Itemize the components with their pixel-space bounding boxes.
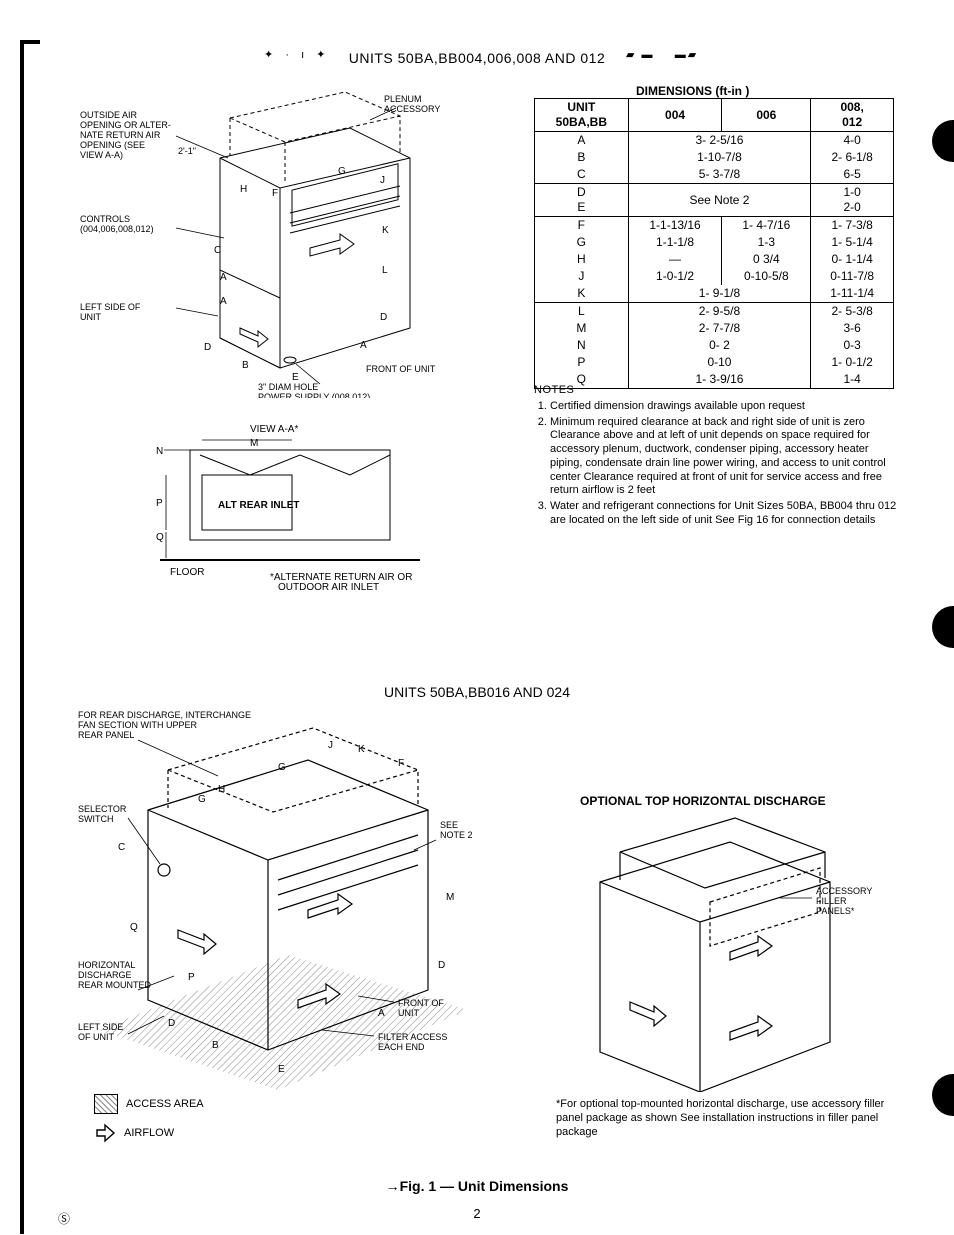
svg-text:G: G [338,166,346,177]
row-L: L [535,303,629,321]
col-008: 008,012 [811,99,894,132]
svg-text:L: L [382,265,388,276]
svg-text:PLENUM ACCESSORY: PLENUM ACCESSORY [384,94,440,114]
row-M: M [535,320,629,337]
svg-text:A: A [220,272,227,283]
svg-text:C: C [214,245,221,256]
svg-text:CONTROLS (004,006,008,: CONTROLS (004,006,008,012) [80,214,154,234]
notes-block: NOTES Certified dimension drawings avail… [534,384,904,530]
optional-discharge-footnote: *For optional top-mounted horizontal dis… [556,1098,896,1139]
svg-text:D: D [168,1018,175,1029]
note-1: Certified dimension drawings available u… [550,400,904,414]
svg-text:K: K [358,744,365,755]
svg-text:M: M [446,892,454,903]
optional-discharge-title: OPTIONAL TOP HORIZONTAL DISCHARGE [580,794,826,808]
svg-text:C: C [118,842,125,853]
row-P: P [535,354,629,371]
svg-text:D: D [380,312,387,323]
svg-text:H: H [218,784,225,795]
col-004: 004 [628,99,722,132]
header-smudge-right: ▰ ▬ ▬▰ [626,48,698,61]
row-G: G [535,234,629,251]
svg-text:Q: Q [130,922,138,933]
svg-text:FILTER ACCESS EACH END: FILTER ACCESS EACH END [378,1032,450,1052]
col-006: 006 [722,99,811,132]
scan-edge [20,40,40,1234]
section-title-1: UNITS 50BA,BB004,006,008 AND 012 [0,50,954,66]
svg-text:N: N [156,446,163,457]
svg-text:A: A [220,296,227,307]
view-a-a: VIEW A-A* ALT REAR INLET FLOOR *ALTERNAT… [140,420,440,610]
dimensions-table: UNIT50BA,BB 004 006 008,012 A3- 2-5/164-… [534,98,894,389]
svg-text:SEE NOTE 2: SEE NOTE 2 [440,820,473,840]
svg-text:Q: Q [156,532,164,543]
row-A: A [535,132,629,150]
note-3: Water and refrigerant connections for Un… [550,500,904,528]
svg-text:H: H [240,184,247,195]
row-C: C [535,166,629,184]
svg-text:P: P [188,972,195,983]
airflow-arrow-icon [94,1122,116,1144]
svg-text:E: E [278,1064,285,1075]
legend: ACCESS AREA AIRFLOW [94,1094,204,1152]
svg-text:F: F [272,188,278,199]
svg-text:B: B [242,360,249,371]
label-outside-air: OUTSIDE AIR OPENING OR ALTER- NATE RETUR… [80,110,173,160]
svg-text:P: P [156,498,163,509]
svg-text:HORIZONTAL DISCHARGE: HORIZONTAL DISCHARGE REAR MOUNTED [78,960,152,990]
svg-text:J: J [380,175,385,186]
svg-text:A: A [378,1008,385,1019]
svg-text:3" DIAM HOLE POWER SUP: 3" DIAM HOLE POWER SUPPLY (008,012) [258,382,370,398]
scan-tab-3 [932,1074,954,1116]
svg-text:B: B [212,1040,219,1051]
svg-text:FRONT OF UNIT: FRONT OF UNIT [366,364,436,374]
scan-tab-2 [932,606,954,648]
svg-text:2'-1": 2'-1" [178,146,196,156]
row-DE: DE [535,184,629,217]
svg-text:ACCESSORY FILLER: ACCESSORY FILLER PANELS* [816,886,875,916]
svg-text:D: D [438,960,445,971]
col-unit: UNIT50BA,BB [535,99,629,132]
legend-airflow: AIRFLOW [124,1127,174,1139]
svg-text:G: G [198,794,206,805]
svg-text:J: J [328,740,333,751]
unit-isometric-large: J K F G H G C Q P M D A B D E FOR REAR D… [78,700,488,1130]
dimensions-header: DIMENSIONS (ft-in ) [636,84,749,98]
svg-text:A: A [360,340,367,351]
section-title-2: UNITS 50BA,BB016 AND 024 [0,684,954,700]
svg-text:K: K [382,225,389,236]
unit-isometric-small: J G H F K L C A A D B E A D OUTSIDE AIR [80,88,460,398]
svg-text:G: G [278,762,286,773]
row-B: B [535,149,629,166]
row-F: F [535,217,629,235]
svg-text:ALT REAR INLET: ALT REAR INLET [218,500,299,511]
note-2: Minimum required clearance at back and r… [550,416,904,499]
row-N: N [535,337,629,354]
svg-text:FLOOR: FLOOR [170,567,204,578]
svg-text:LEFT SIDE OF UNIT: LEFT SIDE OF UNIT [80,302,143,322]
hatch-icon [94,1094,118,1114]
row-J: J [535,268,629,285]
svg-text:D: D [204,342,211,353]
figure-caption: →Fig. 1 — Unit Dimensions [0,1178,954,1194]
optional-discharge-drawing: ACCESSORY FILLER PANELS* [560,812,880,1092]
page-number: 2 [0,1206,954,1221]
svg-text:FOR REAR DISCHARGE, INTERCHANG: FOR REAR DISCHARGE, INTERCHANGE FAN SECT… [78,710,254,740]
legend-access: ACCESS AREA [126,1098,204,1110]
svg-text:F: F [398,758,404,769]
svg-text:VIEW A-A*: VIEW A-A* [250,424,298,435]
scan-tab-1 [932,120,954,162]
svg-text:SELECTOR SWITCH: SELECTOR SWITCH [78,804,129,824]
copyright-mark: Ⓢ [58,1210,70,1227]
row-H: H [535,251,629,268]
svg-text:*ALTERNATE RETURN AIR OR: *ALTERNATE RETURN AIR OR OUTDOOR AIR INL… [270,572,415,593]
notes-title: NOTES [534,384,904,398]
row-K: K [535,285,629,303]
